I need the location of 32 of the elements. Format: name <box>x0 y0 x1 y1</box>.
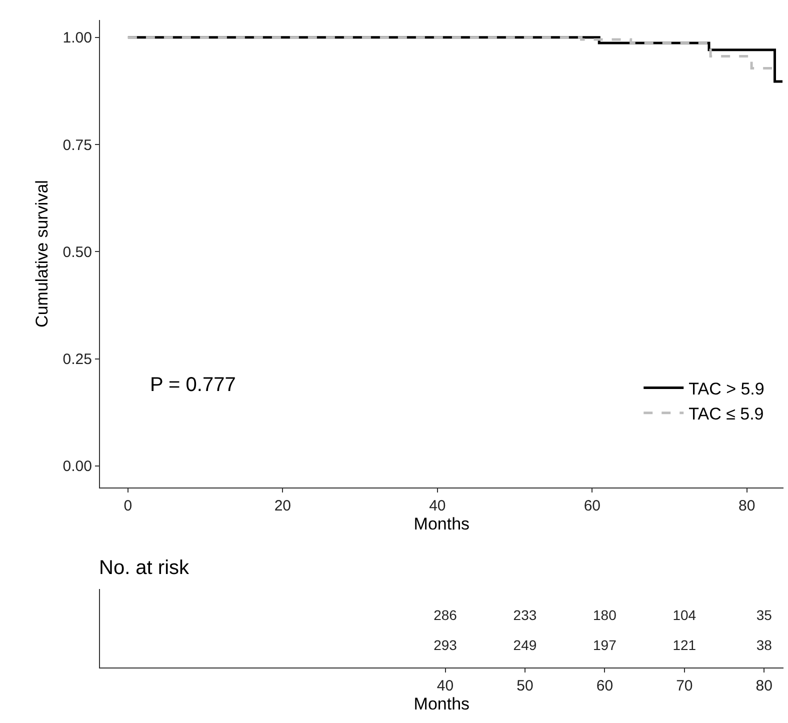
y-axis-title: Cumulative survival <box>32 180 52 328</box>
annotation: P = 0.777 <box>150 374 236 396</box>
data-label: 286 <box>434 606 458 623</box>
x-tick-label: 40 <box>429 497 446 514</box>
data-label: 104 <box>672 606 696 623</box>
x-tick-label: 0 <box>124 497 132 514</box>
y-tick-label: 0.75 <box>62 136 92 154</box>
x-axis-title: Months <box>414 514 470 534</box>
data-label: 197 <box>593 636 617 653</box>
data-label: 249 <box>513 636 537 653</box>
data-label: 38 <box>756 636 772 653</box>
data-label: 233 <box>513 606 537 623</box>
x-tick-label: 70 <box>676 677 693 694</box>
x-tick-label: 40 <box>436 677 454 694</box>
x-tick-label: 50 <box>516 677 534 694</box>
data-label: 121 <box>672 636 696 653</box>
y-tick-label: 0.00 <box>62 458 92 476</box>
x-tick-label: 60 <box>584 497 601 514</box>
legend-label: TAC ≤ 5.9 <box>688 404 764 424</box>
legend-label: TAC > 5.9 <box>688 379 764 398</box>
data-label: 293 <box>434 636 458 653</box>
data-label: 180 <box>593 606 617 623</box>
chart-title: No. at risk <box>99 557 190 579</box>
x-tick-label: 20 <box>274 497 292 514</box>
y-tick-label: 1.00 <box>62 30 92 47</box>
y-tick-label: 0.50 <box>62 244 92 261</box>
x-tick-label: 60 <box>596 677 614 694</box>
y-tick-label: 0.25 <box>62 351 92 368</box>
x-tick-label: 80 <box>738 497 756 514</box>
x-axis-title: Months <box>414 694 470 714</box>
x-tick-label: 80 <box>756 677 772 694</box>
data-label: 35 <box>756 606 772 623</box>
